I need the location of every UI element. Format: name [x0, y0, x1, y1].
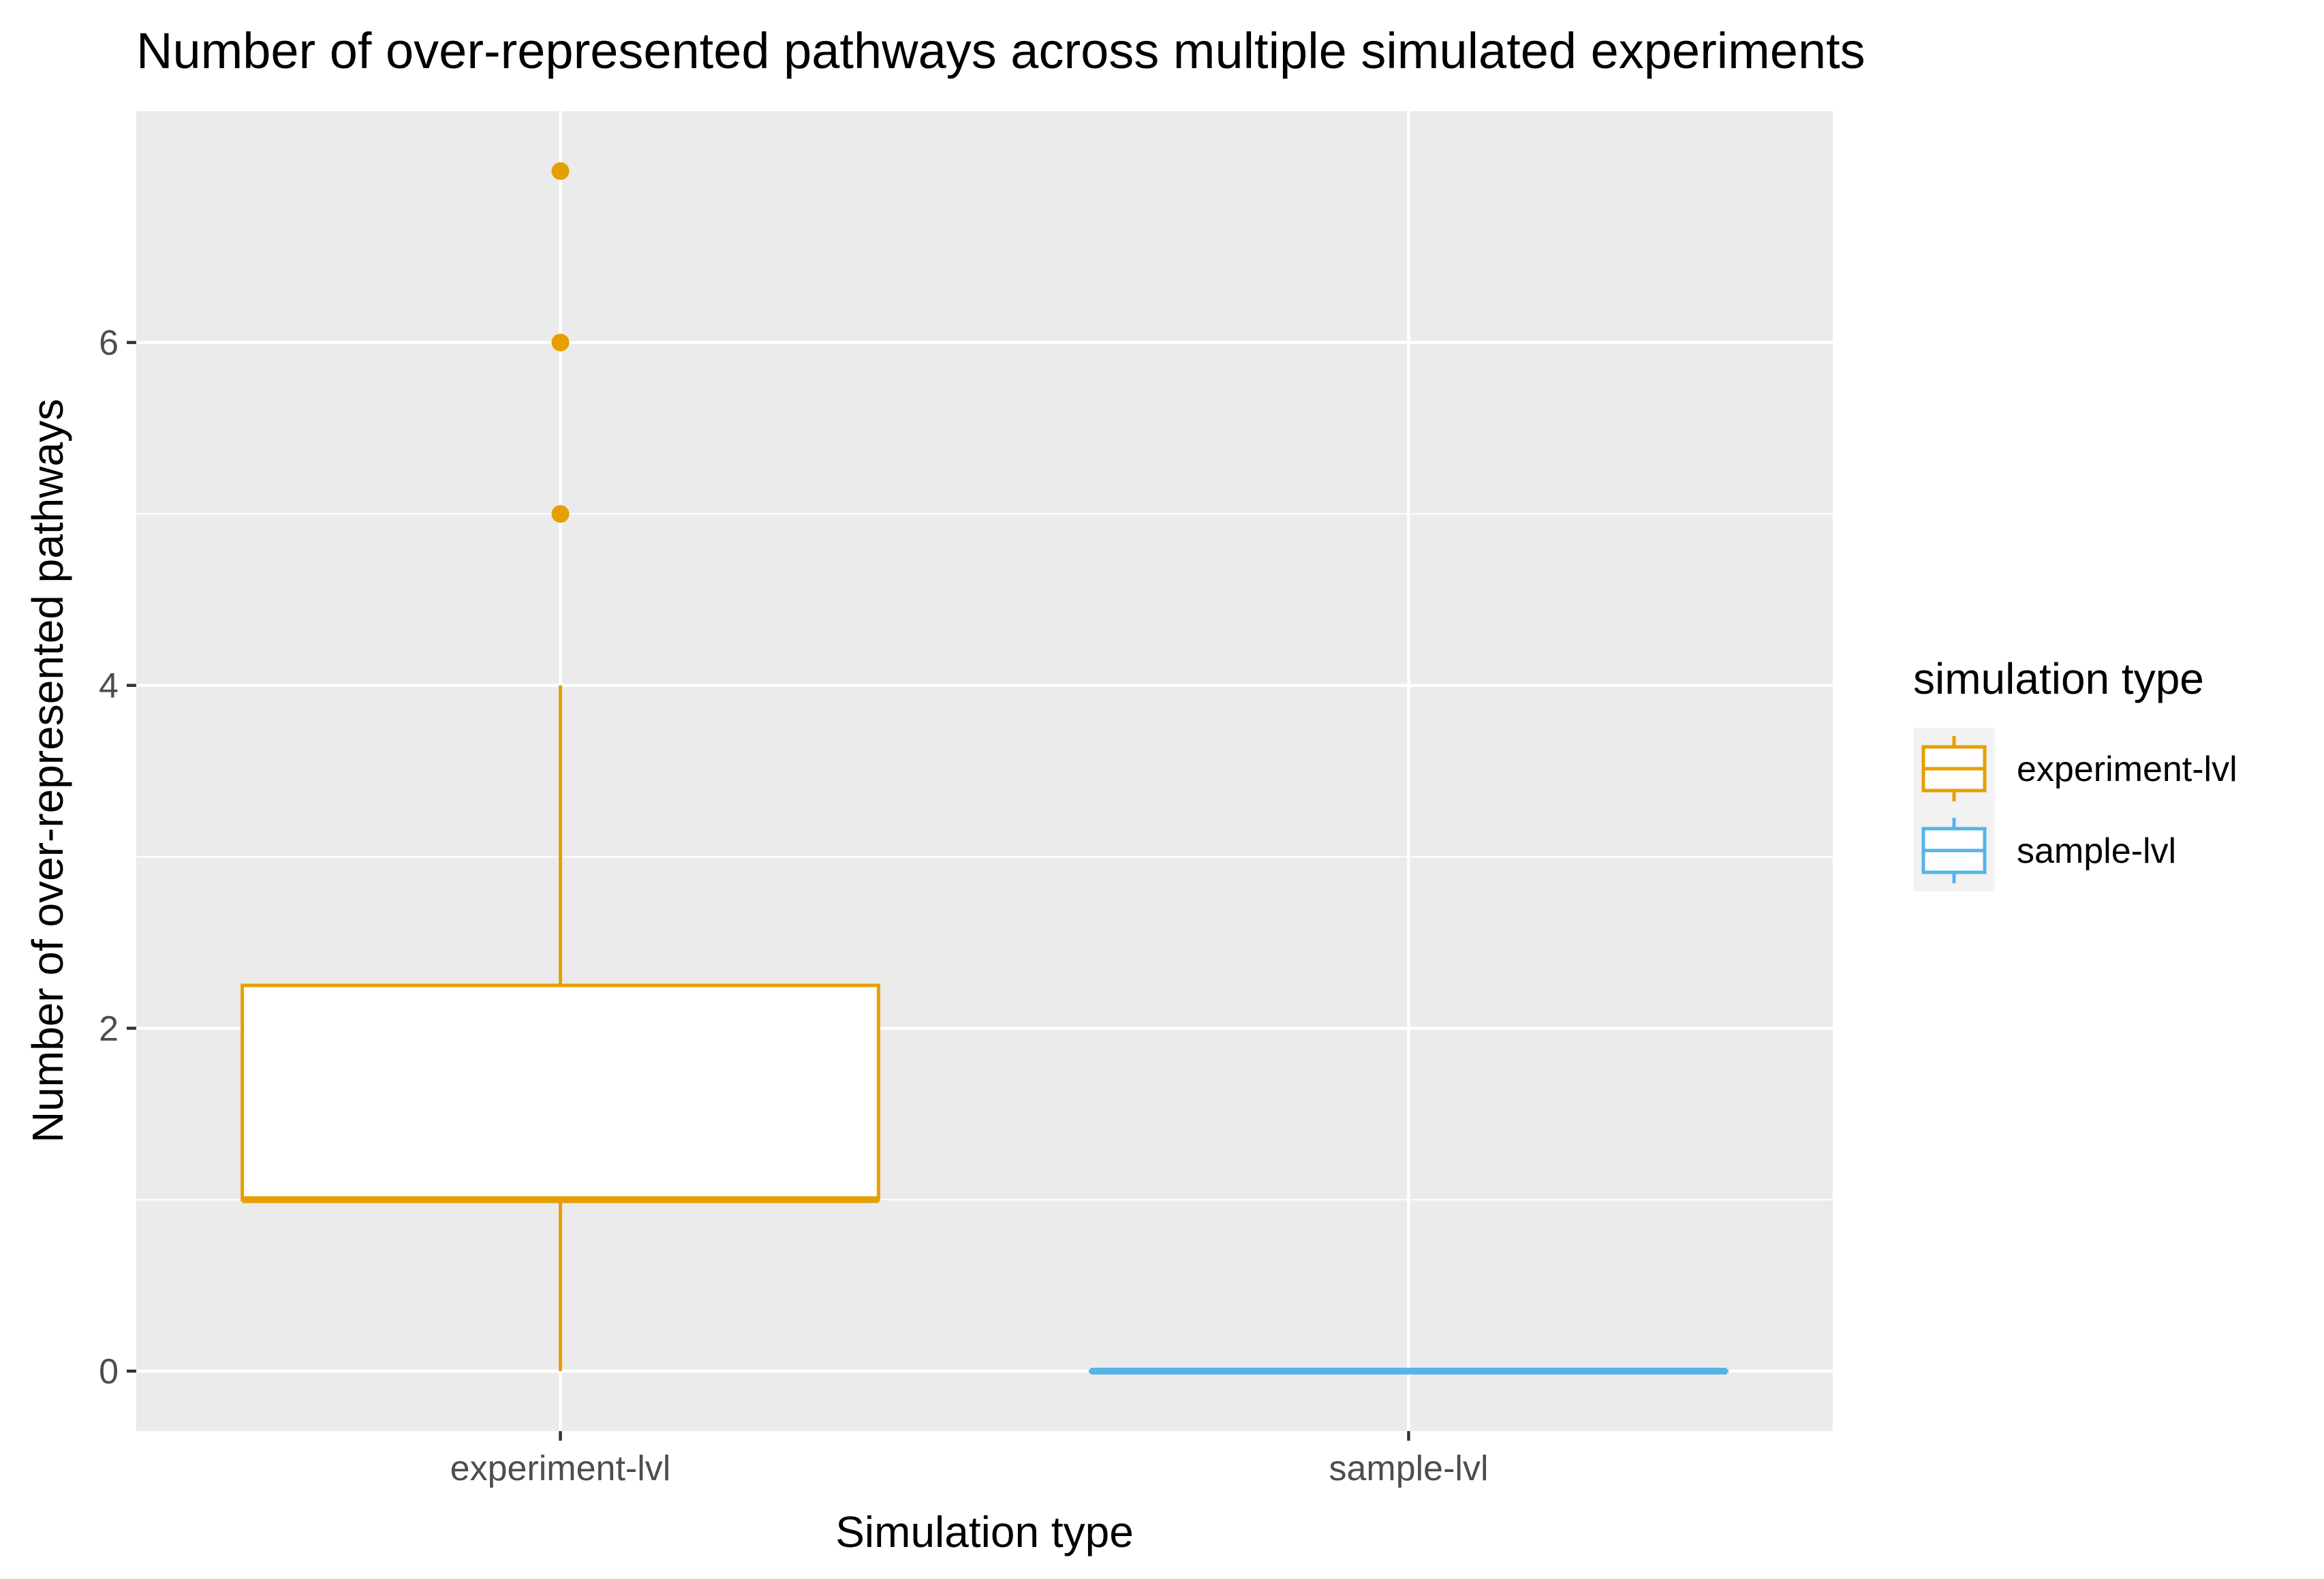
- legend-keys: experiment-lvl sample-lvl: [1921, 736, 2237, 883]
- box-series: [241, 162, 1729, 1375]
- outlier-point: [551, 505, 570, 523]
- x-axis: experiment-lvl sample-lvl: [450, 1431, 1489, 1488]
- box-body: [241, 983, 880, 1201]
- x-tick-label: experiment-lvl: [450, 1449, 671, 1488]
- plot-panel: [136, 111, 1833, 1431]
- y-tick-label: 2: [99, 1009, 119, 1049]
- legend-label: experiment-lvl: [2017, 750, 2237, 789]
- x-axis-title: Simulation type: [835, 1507, 1134, 1557]
- y-tick-label: 4: [99, 666, 119, 706]
- legend-item-experiment-lvl: experiment-lvl: [1921, 736, 2237, 801]
- y-tick-label: 6: [99, 324, 119, 363]
- x-tick-label: sample-lvl: [1329, 1449, 1488, 1488]
- legend: simulation type experiment-lvl sample-lvl: [1913, 654, 2237, 891]
- legend-title: simulation type: [1913, 654, 2204, 703]
- y-tick-label: 0: [99, 1352, 119, 1392]
- y-axis: 0 2 4 6: [99, 324, 136, 1392]
- outlier-point: [551, 333, 570, 352]
- legend-label: sample-lvl: [2017, 831, 2176, 871]
- legend-item-sample-lvl: sample-lvl: [1921, 818, 2176, 883]
- outlier-point: [551, 162, 570, 181]
- chart-title: Number of over-represented pathways acro…: [136, 22, 1865, 79]
- box-experiment-lvl: [241, 162, 880, 1371]
- y-axis-title: Number of over-represented pathways: [23, 399, 72, 1143]
